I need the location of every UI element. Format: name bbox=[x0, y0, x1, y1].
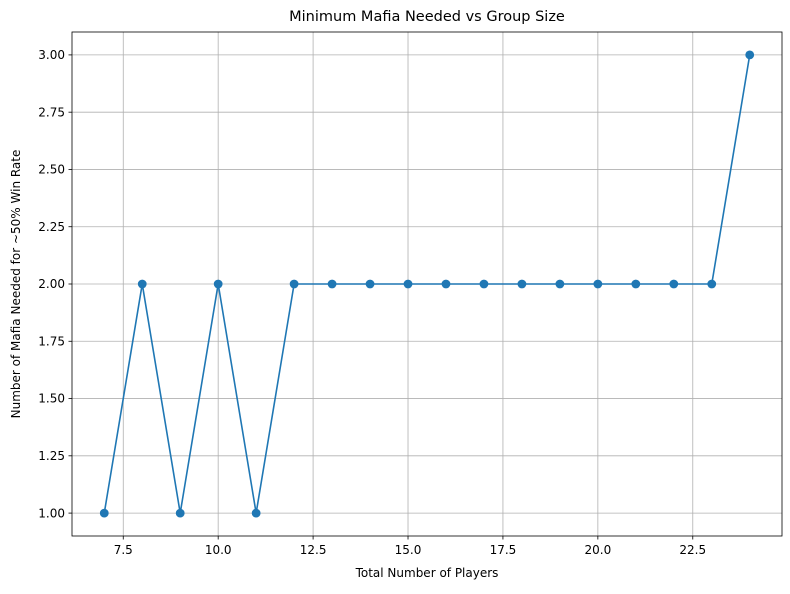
y-tick-label: 2.50 bbox=[38, 163, 65, 177]
data-point bbox=[631, 279, 641, 289]
data-point bbox=[213, 279, 223, 289]
data-point bbox=[745, 50, 755, 60]
y-tick-label: 2.75 bbox=[38, 105, 65, 119]
data-point bbox=[707, 279, 717, 289]
data-point bbox=[593, 279, 603, 289]
x-tick-label: 20.0 bbox=[584, 543, 611, 557]
x-tick-label: 15.0 bbox=[395, 543, 422, 557]
x-tick-label: 10.0 bbox=[205, 543, 232, 557]
plot-area-frame bbox=[71, 31, 783, 537]
x-tick-label: 17.5 bbox=[490, 543, 517, 557]
x-tick-label: 22.5 bbox=[679, 543, 706, 557]
y-tick-label: 2.25 bbox=[38, 220, 65, 234]
y-axis-label: Number of Mafia Needed for ~50% Win Rate bbox=[9, 150, 23, 419]
y-tick-label: 1.25 bbox=[38, 449, 65, 463]
y-tick-label: 1.50 bbox=[38, 392, 65, 406]
series-line bbox=[103, 54, 751, 514]
y-axis-ticks: 1.00 1.25 1.50 1.75 2.00 2.25 2.50 2.75 3.00 bbox=[38, 48, 72, 520]
data-point bbox=[175, 508, 185, 518]
x-axis-label: Total Number of Players bbox=[355, 566, 499, 580]
data-point bbox=[669, 279, 679, 289]
data-point bbox=[327, 279, 337, 289]
data-point bbox=[479, 279, 489, 289]
y-tick-label: 1.75 bbox=[38, 334, 65, 348]
data-point bbox=[99, 508, 109, 518]
data-point bbox=[441, 279, 451, 289]
x-axis-ticks: 7.5 10.0 12.5 15.0 17.5 20.0 22.5 bbox=[114, 536, 706, 557]
data-point bbox=[555, 279, 565, 289]
chart-title: Minimum Mafia Needed vs Group Size bbox=[289, 9, 565, 25]
data-point bbox=[289, 279, 299, 289]
y-tick-label: 3.00 bbox=[38, 48, 65, 62]
data-point bbox=[251, 508, 261, 518]
y-tick-label: 2.00 bbox=[38, 277, 65, 291]
data-point bbox=[403, 279, 413, 289]
data-point bbox=[365, 279, 375, 289]
data-point bbox=[137, 279, 147, 289]
data-point bbox=[517, 279, 527, 289]
x-tick-label: 12.5 bbox=[300, 543, 327, 557]
data-series bbox=[99, 50, 755, 518]
x-tick-label: 7.5 bbox=[114, 543, 133, 557]
y-tick-label: 1.00 bbox=[38, 506, 65, 520]
